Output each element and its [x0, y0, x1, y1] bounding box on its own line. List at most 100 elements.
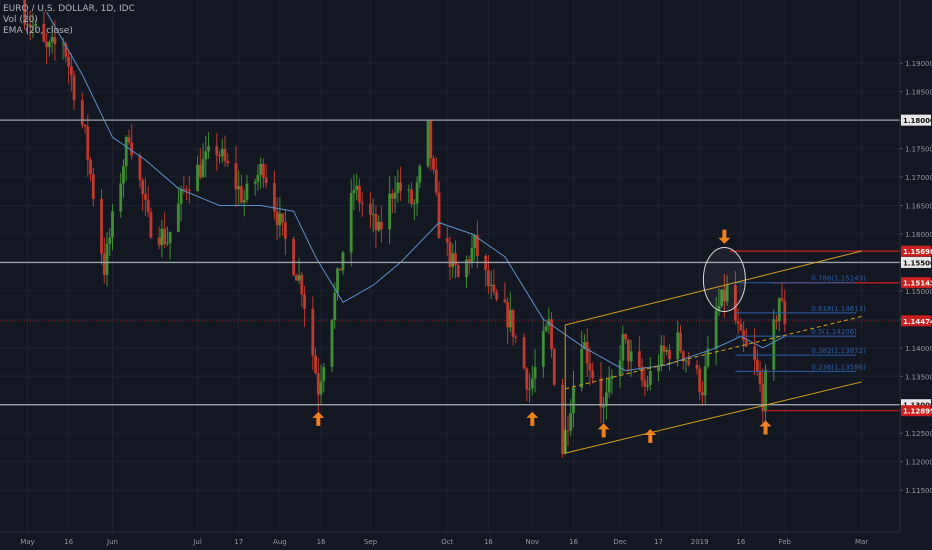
candle [388, 176, 392, 244]
candle [390, 189, 394, 214]
time-tick-label: 16 [317, 538, 326, 546]
candle-body [34, 23, 38, 26]
candle [396, 169, 400, 203]
candle-body [380, 221, 383, 230]
candle-body [119, 183, 123, 212]
time-tick-label: Jun [106, 538, 118, 546]
candle [83, 123, 87, 134]
candle-body [514, 336, 518, 338]
candle [355, 173, 359, 201]
candle-body [437, 192, 441, 239]
candle-body [333, 292, 337, 321]
time-tick-label: 16 [736, 538, 745, 546]
candle-body [108, 237, 112, 244]
candle-body [736, 320, 740, 324]
candle [717, 288, 721, 316]
candle [242, 189, 246, 217]
candle-body [432, 158, 435, 170]
candle-body [237, 186, 241, 190]
candle [503, 282, 507, 304]
candle-body [278, 213, 282, 226]
candle-body [591, 370, 595, 379]
candle [311, 296, 315, 370]
candle-body [336, 268, 339, 293]
price-tick-label: 1.12500 [905, 430, 932, 438]
candle [432, 155, 435, 174]
candle [437, 181, 441, 239]
candle [626, 338, 630, 372]
candle-body [311, 308, 315, 356]
candle-body [585, 342, 589, 364]
price-label: 1.15500 [903, 259, 932, 267]
candle-body [204, 151, 208, 160]
candle-body [86, 126, 90, 160]
candle [610, 369, 614, 395]
candle [111, 204, 114, 251]
candle-body [492, 284, 496, 292]
candle-body [198, 164, 202, 178]
candle [467, 255, 471, 275]
fib-level-label: 0.382(1.13872) [811, 347, 866, 355]
candle [176, 186, 180, 233]
candle-body [761, 384, 765, 412]
candle [100, 189, 103, 265]
candle-body [141, 180, 145, 195]
candle-body [476, 234, 479, 256]
candle [67, 51, 70, 84]
volume-indicator-label[interactable]: Vol (20) [3, 15, 38, 25]
symbol-title[interactable]: EURO / U.S. DOLLAR, 1D, IDC [3, 4, 135, 14]
candle [31, 13, 35, 38]
candle [360, 192, 364, 217]
candle-body [665, 350, 669, 352]
candle-body [369, 203, 372, 215]
candle-body [144, 194, 147, 200]
candle [698, 365, 702, 401]
candle [487, 255, 490, 294]
candle [418, 164, 422, 189]
time-tick-label: 17 [654, 538, 663, 546]
candle [122, 159, 125, 198]
candle-body [47, 42, 51, 48]
candle-body [300, 275, 304, 295]
candle-body [390, 193, 394, 199]
candle-body [569, 413, 573, 431]
candle [764, 364, 767, 425]
candle [454, 240, 457, 279]
candle-body [744, 340, 748, 347]
candle-body [470, 247, 474, 264]
channel-upper-line [565, 250, 862, 326]
candle-body [777, 298, 781, 322]
candle-body [456, 265, 460, 277]
candle [234, 145, 238, 208]
candle [201, 143, 205, 178]
candle-body [31, 25, 35, 27]
candle [333, 282, 337, 329]
candle [429, 120, 433, 171]
candle [42, 11, 46, 43]
fib-level-label: 0.5(1.14206) [811, 328, 857, 336]
candle [514, 334, 518, 344]
candle [552, 347, 556, 387]
candle-body [294, 275, 298, 281]
candle [585, 328, 589, 378]
candle-body [640, 366, 644, 381]
candle [28, 10, 32, 41]
candle-body [681, 351, 685, 362]
candle [226, 153, 230, 167]
ema-indicator-label[interactable]: EMA (20, close) [3, 26, 73, 36]
candle-body [415, 182, 419, 204]
candle [102, 237, 106, 284]
candle [204, 135, 208, 178]
candle [657, 354, 660, 382]
time-tick-label: Feb [779, 538, 792, 546]
candle-body [552, 348, 556, 385]
time-tick-label: Sep [364, 538, 378, 546]
candle [456, 263, 460, 278]
candle [701, 381, 704, 406]
time-tick-label: 16 [569, 538, 578, 546]
candle-body [240, 186, 243, 203]
candle [374, 205, 378, 248]
candle-body [714, 310, 718, 349]
candle-body [124, 137, 128, 167]
